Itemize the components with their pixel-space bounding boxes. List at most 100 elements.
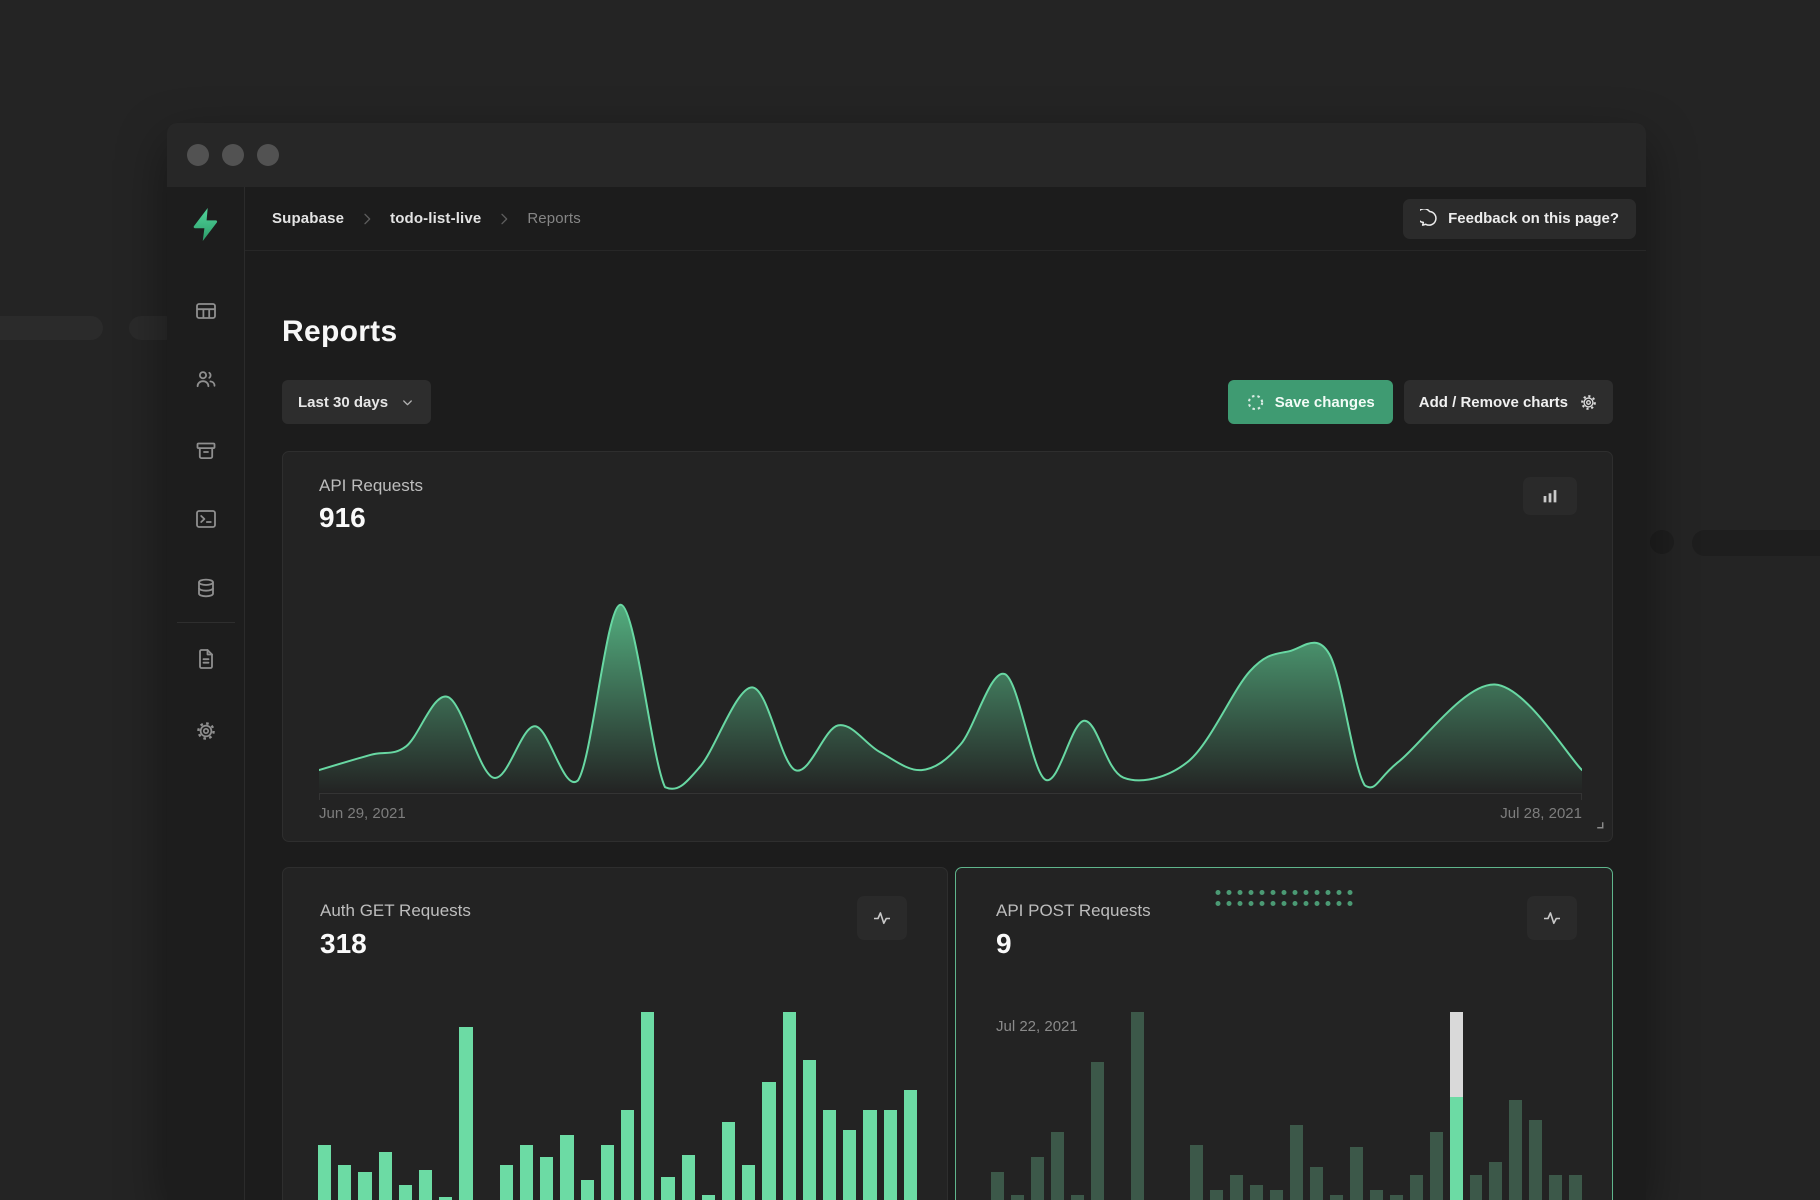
bar[interactable]	[1569, 1174, 1583, 1200]
bar[interactable]	[358, 1172, 372, 1200]
bar[interactable]	[1230, 1174, 1244, 1200]
chart-title: API POST Requests	[996, 901, 1151, 920]
bar[interactable]	[419, 1169, 433, 1200]
date-range-button[interactable]: Last 30 days	[282, 380, 432, 424]
line-chart-toggle-button[interactable]	[1527, 896, 1577, 940]
sidebar-item-sql-editor[interactable]	[184, 499, 228, 539]
top-header: Supabase todo-list-live Reports Feedback…	[245, 187, 1646, 251]
bar[interactable]	[1250, 1184, 1264, 1200]
save-changes-button[interactable]: Save changes	[1227, 380, 1393, 424]
window-control-dot[interactable]	[222, 144, 244, 166]
bar[interactable]	[378, 1152, 392, 1200]
drag-handle-dots[interactable]	[1215, 890, 1353, 906]
auth-get-requests-bar-chart[interactable]	[318, 1012, 918, 1200]
bar[interactable]	[1449, 1012, 1463, 1200]
bar[interactable]	[520, 1144, 534, 1200]
bar[interactable]	[560, 1134, 574, 1200]
window-control-dot[interactable]	[257, 144, 279, 166]
bar[interactable]	[1310, 1167, 1323, 1200]
drag-dot	[1347, 890, 1353, 895]
bar[interactable]	[823, 1109, 837, 1200]
bar[interactable]	[641, 1012, 655, 1200]
bar[interactable]	[1210, 1189, 1224, 1200]
bar[interactable]	[782, 1012, 796, 1200]
bar[interactable]	[863, 1109, 877, 1200]
bar[interactable]	[580, 1179, 594, 1200]
api-requests-area-chart[interactable]	[319, 593, 1582, 793]
bar[interactable]	[802, 1059, 817, 1200]
bar[interactable]	[1030, 1157, 1044, 1200]
bar[interactable]	[991, 1172, 1004, 1200]
bar-chart-toggle-button[interactable]	[1523, 477, 1577, 515]
drag-dot	[1237, 901, 1243, 906]
bar[interactable]	[742, 1164, 756, 1200]
bar[interactable]	[318, 1144, 332, 1200]
table-icon	[195, 303, 216, 319]
bar[interactable]	[903, 1089, 918, 1200]
bar[interactable]	[1549, 1174, 1563, 1200]
sidebar-item-table-editor[interactable]	[184, 291, 228, 331]
bar[interactable]	[338, 1164, 352, 1200]
feedback-button[interactable]: Feedback on this page?	[1403, 198, 1636, 239]
bar[interactable]	[540, 1157, 554, 1200]
bar[interactable]	[883, 1109, 897, 1200]
breadcrumb-org[interactable]: Supabase	[272, 210, 345, 227]
drag-dot	[1325, 890, 1331, 895]
bar[interactable]	[661, 1177, 675, 1200]
sidebar-item-storage[interactable]	[184, 431, 228, 471]
bar[interactable]	[1010, 1194, 1024, 1200]
bar[interactable]	[701, 1194, 716, 1200]
bar[interactable]	[722, 1122, 736, 1200]
breadcrumb-project[interactable]: todo-list-live	[390, 210, 482, 227]
bar[interactable]	[681, 1154, 695, 1200]
sidebar-item-settings[interactable]	[184, 711, 228, 751]
bar-chart-icon	[1543, 490, 1557, 503]
supabase-logo[interactable]	[184, 202, 228, 246]
bar[interactable]	[1130, 1012, 1144, 1200]
bar[interactable]	[843, 1129, 857, 1200]
add-remove-charts-button[interactable]: Add / Remove charts	[1403, 380, 1613, 424]
bar[interactable]	[1409, 1174, 1423, 1200]
bar[interactable]	[1509, 1099, 1523, 1200]
sidebar-item-reports[interactable]	[184, 639, 228, 679]
bar[interactable]	[459, 1027, 473, 1200]
bar[interactable]	[1489, 1162, 1503, 1200]
bar[interactable]	[1190, 1144, 1204, 1200]
date-range-label: Last 30 days	[298, 393, 389, 411]
axis-start-date: Jun 29, 2021	[319, 805, 406, 822]
bar[interactable]	[1050, 1132, 1064, 1200]
bar[interactable]	[1070, 1194, 1084, 1200]
bar[interactable]	[1469, 1174, 1483, 1200]
resize-handle[interactable]	[1594, 817, 1605, 835]
drag-dot	[1226, 890, 1232, 895]
bar[interactable]	[439, 1197, 453, 1200]
line-chart-toggle-button[interactable]	[857, 896, 907, 940]
drag-dot	[1215, 890, 1221, 895]
bar[interactable]	[1389, 1194, 1403, 1200]
hovered-bar-date: Jul 22, 2021	[996, 1018, 1078, 1035]
bar[interactable]	[1329, 1194, 1343, 1200]
drag-dot	[1226, 901, 1232, 906]
bar[interactable]	[1090, 1062, 1104, 1200]
drag-dot	[1270, 901, 1276, 906]
bar[interactable]	[1349, 1147, 1363, 1200]
bar[interactable]	[600, 1144, 615, 1200]
bar[interactable]	[1270, 1189, 1284, 1200]
drag-dot	[1303, 890, 1309, 895]
sidebar-item-database[interactable]	[184, 568, 228, 608]
bar[interactable]	[621, 1109, 635, 1200]
bar[interactable]	[762, 1082, 776, 1200]
axis-end-date: Jul 28, 2021	[1500, 805, 1582, 822]
bar[interactable]	[1369, 1189, 1383, 1200]
bar[interactable]	[1529, 1119, 1543, 1200]
drag-dot	[1259, 890, 1265, 895]
window-control-dot[interactable]	[187, 144, 209, 166]
api-post-requests-bar-chart[interactable]	[991, 1012, 1583, 1200]
bar[interactable]	[1429, 1132, 1443, 1200]
sidebar-item-auth[interactable]	[184, 359, 228, 399]
drag-dot	[1347, 901, 1353, 906]
bar[interactable]	[1290, 1124, 1303, 1200]
drag-dot	[1336, 901, 1342, 906]
bar[interactable]	[499, 1164, 514, 1200]
bar[interactable]	[398, 1184, 413, 1200]
